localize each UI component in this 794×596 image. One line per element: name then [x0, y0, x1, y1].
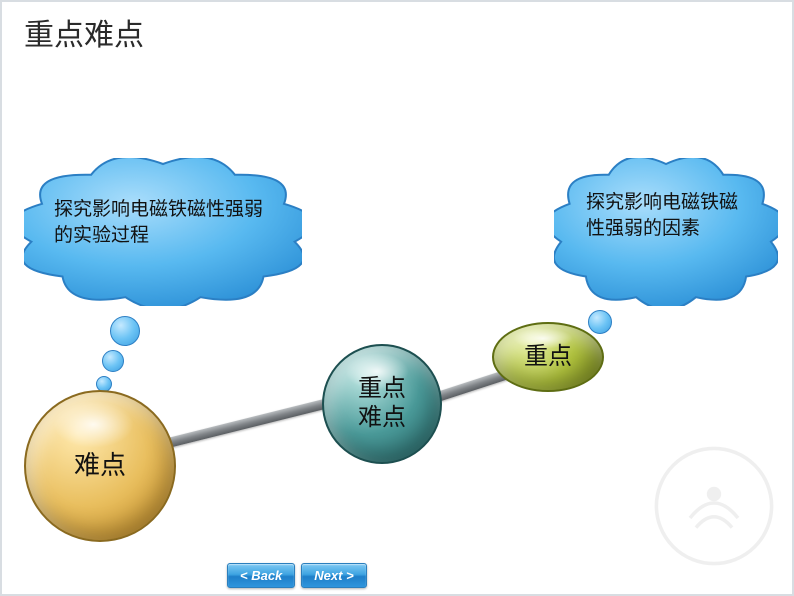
next-button[interactable]: Next > — [301, 563, 366, 588]
sphere-left-label: 难点 — [74, 450, 126, 481]
sphere-center: 重点难点 — [322, 344, 442, 464]
cloud-left-text: 探究影响电磁铁磁性强弱的实验过程 — [54, 197, 274, 248]
sphere-center-label: 重点难点 — [358, 375, 406, 433]
thought-bubble-left — [102, 350, 124, 372]
page-title: 重点难点 — [24, 10, 144, 54]
back-button[interactable]: < Back — [227, 563, 295, 588]
sphere-right: 重点 — [492, 322, 604, 392]
watermark-icon — [654, 446, 774, 566]
nav-bar: < Back Next > — [227, 563, 367, 588]
sphere-right-label: 重点 — [524, 343, 572, 372]
cloud-right-text: 探究影响电磁铁磁性强弱的因素 — [586, 190, 741, 241]
thought-bubble-right — [588, 310, 612, 334]
sphere-left: 难点 — [24, 390, 176, 542]
thought-bubble-left — [110, 316, 140, 346]
